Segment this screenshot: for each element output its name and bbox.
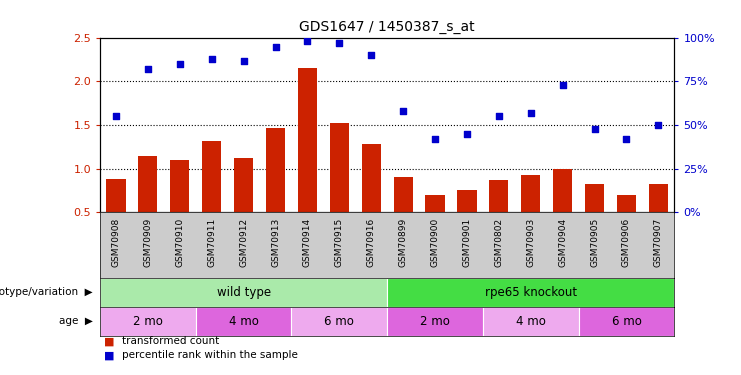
Point	[556, 82, 568, 88]
Text: GSM70915: GSM70915	[335, 217, 344, 267]
Bar	[489, 180, 508, 256]
Point	[238, 57, 250, 63]
Point	[174, 61, 186, 67]
Point	[429, 136, 441, 142]
Text: rpe65 knockout: rpe65 knockout	[485, 286, 576, 299]
Bar	[139, 156, 158, 256]
Text: GSM70911: GSM70911	[207, 217, 216, 267]
Point	[302, 38, 313, 44]
Bar	[107, 179, 125, 256]
Point	[110, 113, 122, 119]
Text: GSM70901: GSM70901	[462, 217, 471, 267]
Bar	[170, 160, 190, 256]
Bar	[393, 177, 413, 256]
Bar	[202, 141, 222, 256]
Point	[397, 108, 409, 114]
Bar	[553, 169, 572, 256]
Bar	[649, 184, 668, 256]
Text: 2 mo: 2 mo	[133, 315, 163, 328]
Bar	[585, 184, 604, 256]
Text: 6 mo: 6 mo	[325, 315, 354, 328]
Text: GSM70912: GSM70912	[239, 217, 248, 267]
Text: GSM70910: GSM70910	[176, 217, 185, 267]
Bar	[266, 128, 285, 256]
Bar	[521, 175, 540, 256]
Text: 2 mo: 2 mo	[420, 315, 450, 328]
Text: GSM70899: GSM70899	[399, 217, 408, 267]
Bar	[617, 195, 636, 256]
Text: age  ▶: age ▶	[59, 316, 93, 326]
Point	[525, 110, 536, 116]
Text: GSM70905: GSM70905	[590, 217, 599, 267]
Text: GSM70900: GSM70900	[431, 217, 439, 267]
Point	[206, 56, 218, 62]
Bar	[388, 307, 483, 336]
Text: GSM70904: GSM70904	[558, 217, 567, 267]
Bar	[100, 278, 388, 307]
Text: GSM70913: GSM70913	[271, 217, 280, 267]
Text: ■: ■	[104, 351, 114, 360]
Point	[588, 126, 600, 132]
Bar	[291, 307, 387, 336]
Text: GSM70907: GSM70907	[654, 217, 663, 267]
Bar	[483, 307, 579, 336]
Text: percentile rank within the sample: percentile rank within the sample	[122, 351, 298, 360]
Bar	[362, 144, 381, 256]
Text: 6 mo: 6 mo	[611, 315, 642, 328]
Bar	[330, 123, 349, 256]
Text: GSM70909: GSM70909	[144, 217, 153, 267]
Bar	[298, 68, 317, 256]
Point	[333, 40, 345, 46]
Point	[270, 44, 282, 50]
Point	[461, 131, 473, 137]
Text: GSM70914: GSM70914	[303, 217, 312, 267]
Bar	[234, 158, 253, 256]
Point	[365, 53, 377, 58]
Bar	[196, 307, 291, 336]
Text: GSM70908: GSM70908	[111, 217, 121, 267]
Bar	[579, 307, 674, 336]
Text: GSM70916: GSM70916	[367, 217, 376, 267]
Point	[652, 122, 664, 128]
Point	[620, 136, 632, 142]
Text: 4 mo: 4 mo	[516, 315, 545, 328]
Text: ■: ■	[104, 336, 114, 346]
Bar	[388, 278, 674, 307]
Text: genotype/variation  ▶: genotype/variation ▶	[0, 287, 93, 297]
Text: GSM70903: GSM70903	[526, 217, 535, 267]
Text: GSM70802: GSM70802	[494, 217, 503, 267]
Point	[142, 66, 154, 72]
Text: transformed count: transformed count	[122, 336, 219, 346]
Text: 4 mo: 4 mo	[229, 315, 259, 328]
Point	[493, 113, 505, 119]
Bar	[100, 307, 196, 336]
Bar	[457, 190, 476, 256]
Text: wild type: wild type	[216, 286, 270, 299]
Bar	[425, 195, 445, 256]
Text: GSM70906: GSM70906	[622, 217, 631, 267]
Title: GDS1647 / 1450387_s_at: GDS1647 / 1450387_s_at	[299, 20, 475, 34]
